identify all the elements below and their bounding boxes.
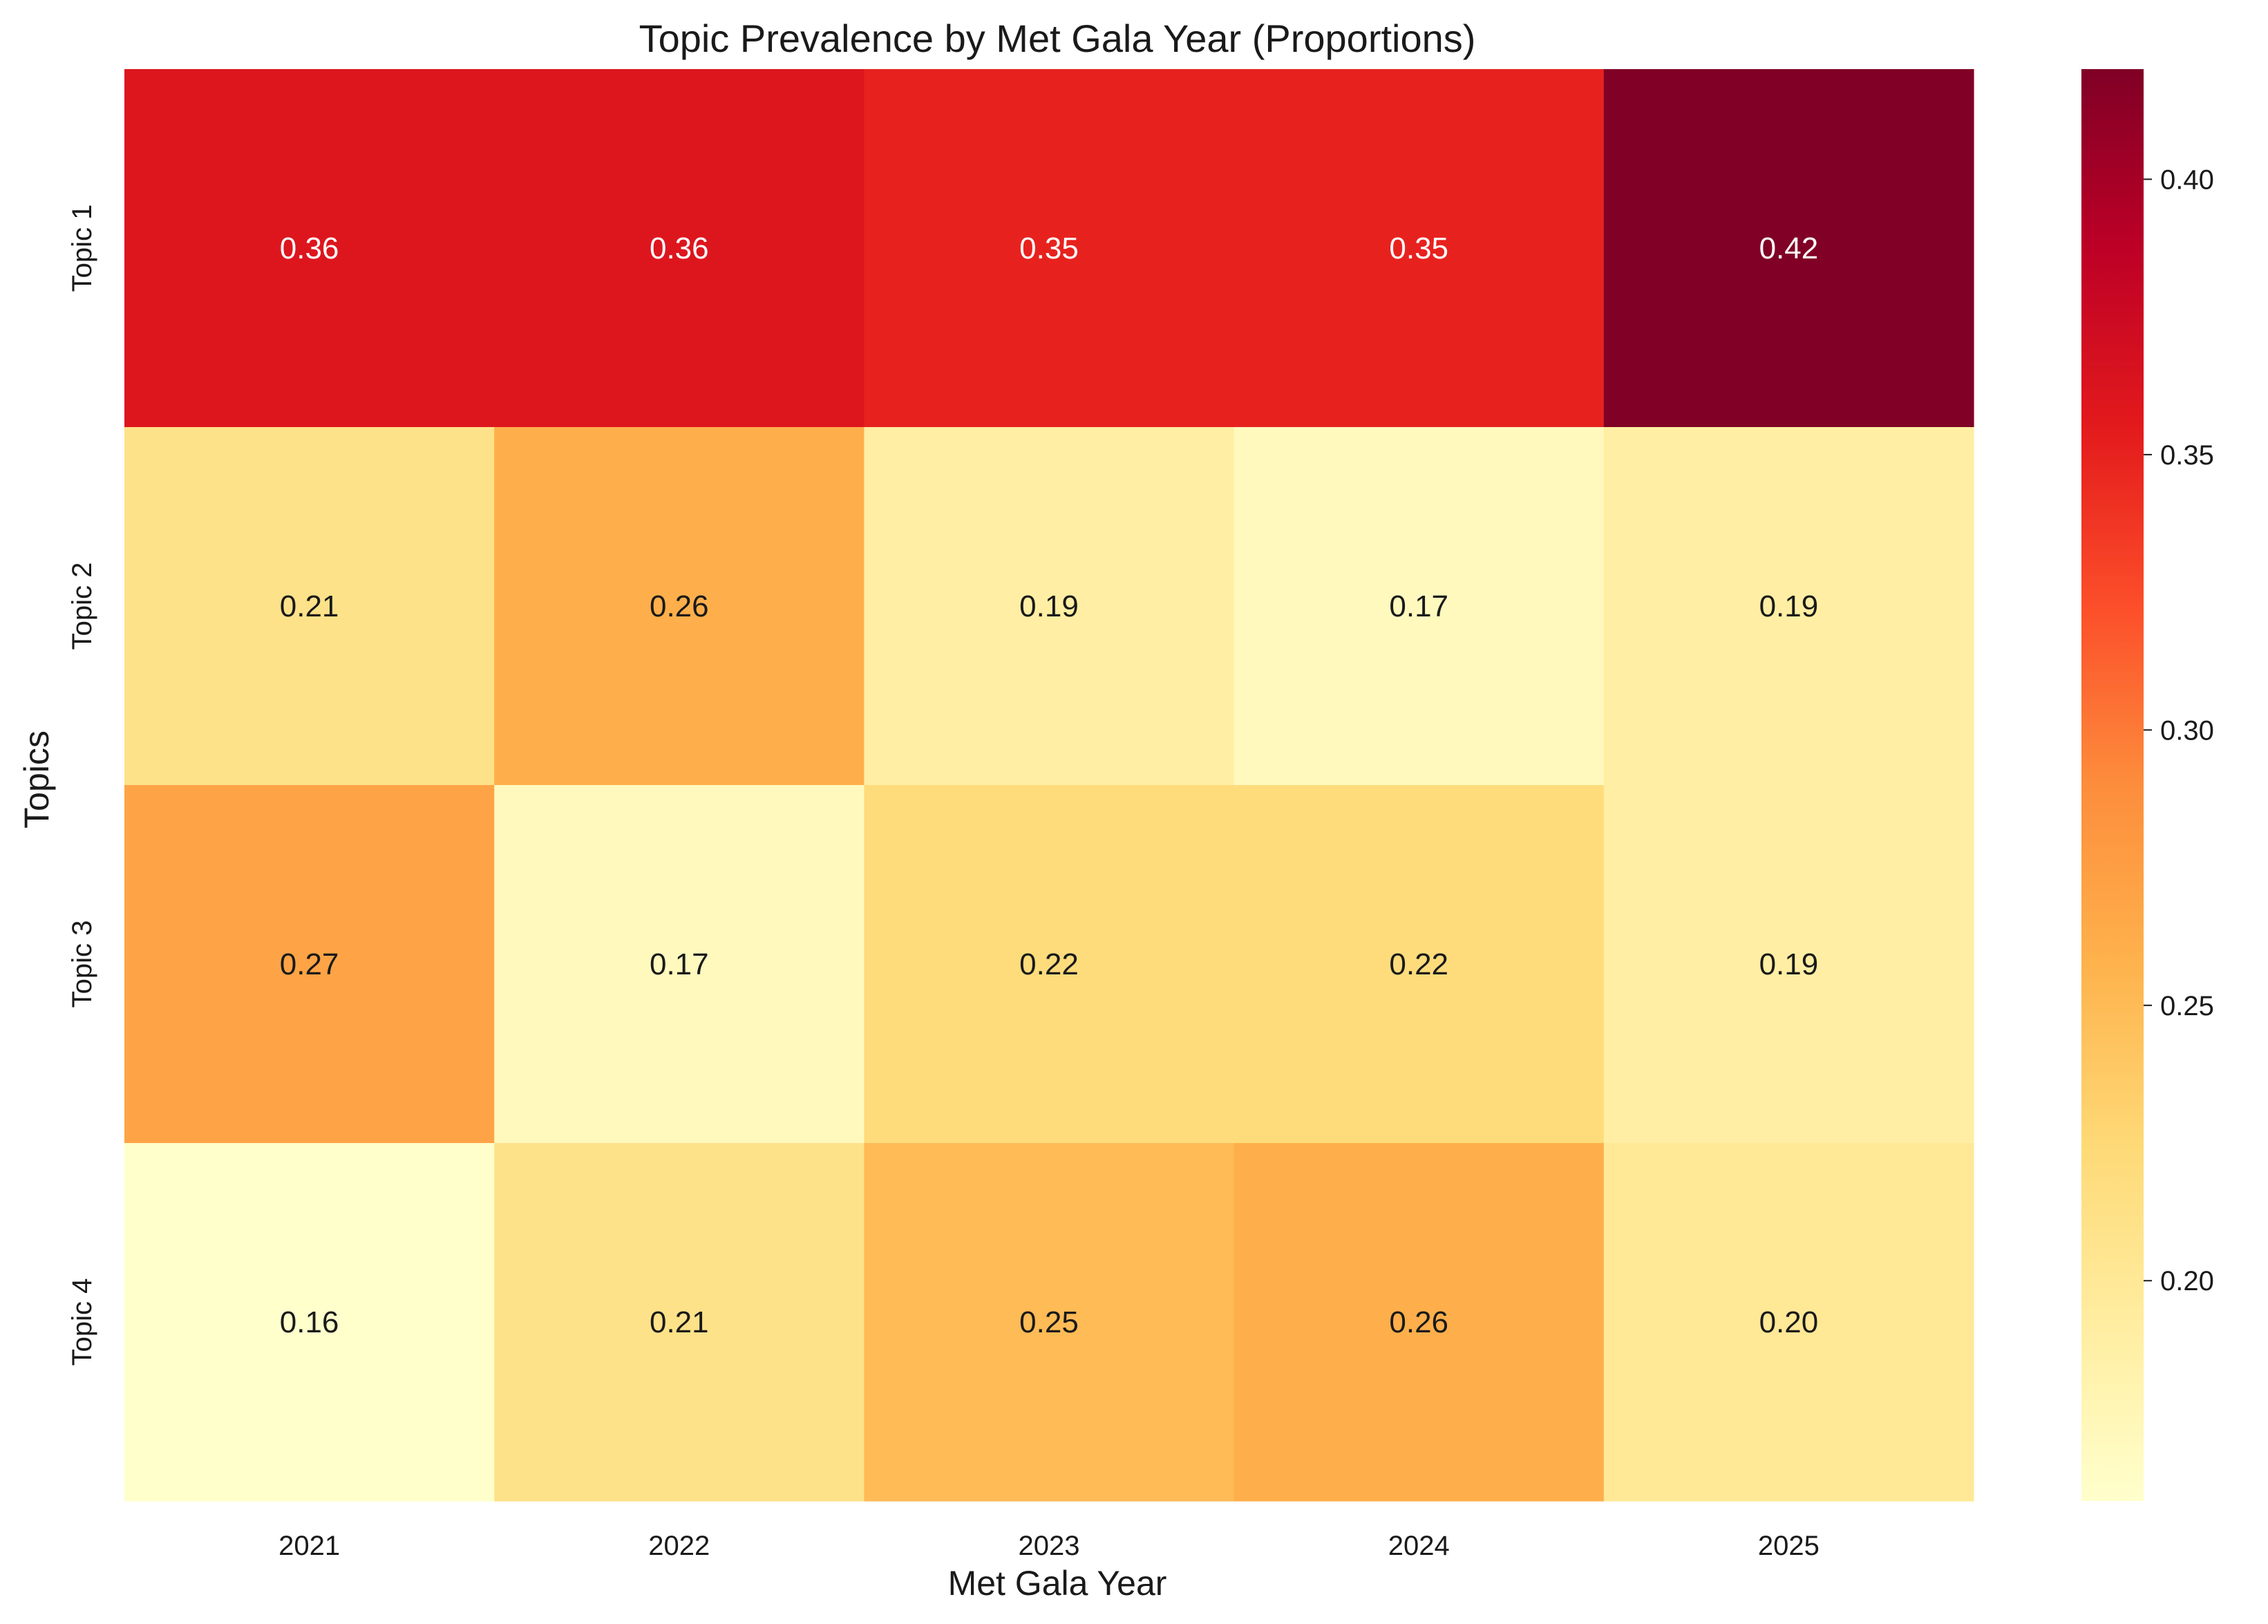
heatmap-cell [864,69,1235,428]
y-tick-label: Topic 4 [67,1278,97,1366]
heatmap-cell [1234,785,1605,1144]
cell-value-label: 0.19 [1759,589,1819,623]
colorbar-tick-label: 0.40 [2160,164,2214,195]
heatmap-cell [864,427,1235,786]
cell-value-label: 0.21 [280,589,339,623]
y-tick-label: Topic 1 [67,205,97,292]
heatmap-cell [1603,785,1974,1144]
heatmap-cell [124,1143,495,1502]
heatmap-cell-labels: 0.36 0.36 0.35 0.35 0.42 0.21 0.26 0.19 0.17 0.19… [280,232,1818,1339]
cell-value-label: 0.26 [1389,1305,1448,1339]
y-axis-ticks: Topic 1 Topic 2 Topic 3 Topic 4 [67,205,97,1366]
heatmap-cell [494,427,864,786]
heatmap-cell [1603,69,1974,428]
heatmap-cell [1234,69,1605,428]
cell-value-label: 0.19 [1019,589,1079,623]
cell-value-label: 0.27 [280,947,339,981]
x-axis-ticks: 2021 2022 2023 2024 2025 [278,1531,1820,1561]
cell-value-label: 0.35 [1389,232,1448,265]
colorbar-tick-label: 0.25 [2160,991,2214,1021]
heatmap-cell [494,785,864,1144]
heatmap-cell [1603,1143,1974,1502]
chart-title: Topic Prevalence by Met Gala Year (Propo… [639,17,1476,60]
colorbar-ticks: 0.20 0.25 0.30 0.35 0.40 [2144,164,2214,1296]
cell-value-label: 0.22 [1389,947,1448,981]
cell-value-label: 0.36 [650,232,709,265]
heatmap-cell [124,69,495,428]
heatmap-cell [864,785,1235,1144]
x-tick-label: 2025 [1758,1531,1820,1561]
cell-value-label: 0.19 [1759,947,1819,981]
colorbar-tick-label: 0.35 [2160,440,2214,471]
cell-value-label: 0.20 [1759,1305,1819,1339]
heatmap-cell [864,1143,1235,1502]
cell-value-label: 0.26 [650,589,709,623]
y-axis-label: Topics [17,730,56,829]
heatmap-cells [124,69,1974,1502]
heatmap-cell [494,1143,864,1502]
heatmap-cell [124,785,495,1144]
heatmap-cell [494,69,864,428]
cell-value-label: 0.17 [650,947,709,981]
cell-value-label: 0.35 [1019,232,1079,265]
cell-value-label: 0.42 [1759,232,1819,265]
cell-value-label: 0.36 [280,232,339,265]
heatmap-cell [1234,427,1605,786]
x-axis-label: Met Gala Year [948,1564,1167,1603]
heatmap-cell [1234,1143,1605,1502]
colorbar [2081,69,2144,1501]
cell-value-label: 0.25 [1019,1305,1079,1339]
cell-value-label: 0.17 [1389,589,1448,623]
x-tick-label: 2024 [1388,1531,1450,1561]
cell-value-label: 0.22 [1019,947,1079,981]
cell-value-label: 0.21 [650,1305,709,1339]
heatmap-cell [1603,427,1974,786]
y-tick-label: Topic 2 [67,563,97,650]
colorbar-tick-label: 0.30 [2160,715,2214,746]
x-tick-label: 2023 [1019,1531,1080,1561]
cell-value-label: 0.16 [280,1305,339,1339]
y-tick-label: Topic 3 [67,920,97,1008]
colorbar-tick-label: 0.20 [2160,1266,2214,1296]
x-tick-label: 2021 [278,1531,340,1561]
heatmap-cell [124,427,495,786]
x-tick-label: 2022 [648,1531,710,1561]
